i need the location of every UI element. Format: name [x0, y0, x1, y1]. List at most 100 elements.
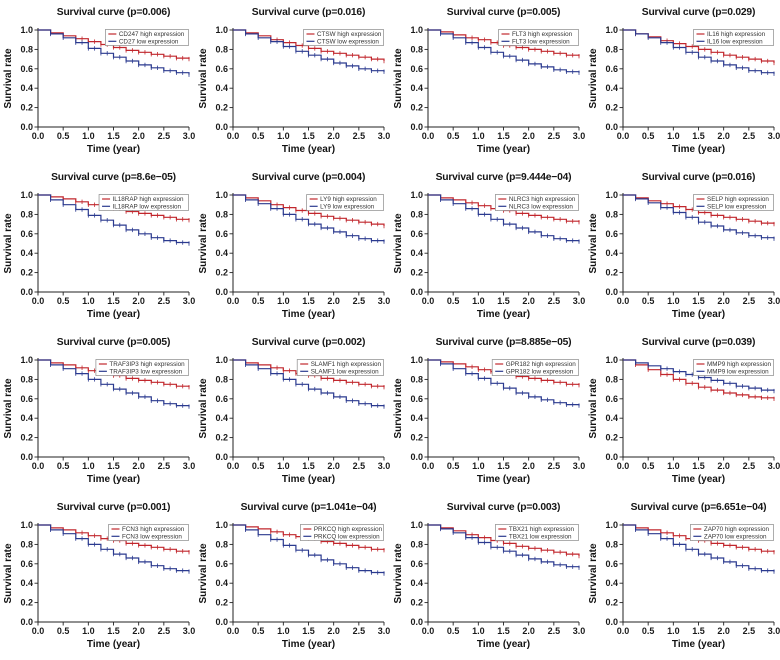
survival-panel: Survival curve (p=0.029) 0.0 0.5 1.0 1.5 2.0 2…	[588, 7, 780, 155]
y-tick-label: 0.2	[605, 433, 618, 443]
survival-panel: Survival curve (p=8.885e−05) 0.0 0.5 1.0 1.5…	[393, 337, 585, 485]
y-tick-label: 1.0	[605, 355, 618, 365]
x-tick-label: 1.5	[692, 131, 705, 141]
y-tick-label: 0.0	[215, 617, 228, 627]
panel-title: Survival curve (p=0.001)	[57, 502, 170, 513]
y-tick-label: 0.0	[410, 122, 423, 132]
x-tick-label: 2.5	[548, 626, 561, 636]
x-tick-label: 1.0	[82, 626, 95, 636]
y-axis-title: Survival rate	[3, 48, 14, 108]
y-axis-title: Survival rate	[198, 48, 209, 108]
y-tick-label: 0.2	[410, 103, 423, 113]
y-tick-label: 0.0	[20, 122, 33, 132]
x-tick-label: 0.0	[617, 626, 630, 636]
y-tick-label: 0.8	[410, 209, 423, 219]
y-tick-label: 1.0	[410, 520, 423, 530]
x-tick-label: 0.0	[32, 131, 45, 141]
legend-label: IL18RAP low expression	[113, 204, 182, 211]
x-tick-label: 3.0	[378, 626, 390, 636]
x-tick-label: 1.0	[667, 131, 680, 141]
x-tick-label: 0.5	[642, 131, 655, 141]
x-tick-label: 1.5	[692, 461, 705, 471]
legend-label: FLT3 high expression	[512, 31, 573, 38]
y-tick-label: 0.0	[215, 452, 228, 462]
y-tick-label: 1.0	[605, 190, 618, 200]
y-tick-label: 0.6	[410, 394, 423, 404]
x-tick-label: 0.0	[32, 296, 45, 306]
panel-title: Survival curve (p=8.6e−05)	[51, 172, 176, 183]
x-tick-label: 1.0	[667, 296, 680, 306]
survival-panel: Survival curve (p=0.002) 0.0 0.5 1.0 1.5 2.0 2…	[198, 337, 390, 485]
x-tick-label: 2.5	[158, 461, 171, 471]
y-tick-label: 0.8	[410, 374, 423, 384]
y-tick-label: 1.0	[20, 355, 33, 365]
y-tick-label: 0.8	[215, 374, 228, 384]
y-tick-label: 0.4	[410, 578, 423, 588]
x-tick-label: 0.0	[32, 626, 45, 636]
x-tick-label: 1.5	[302, 296, 315, 306]
y-tick-label: 0.0	[605, 287, 618, 297]
legend-label: CTSW low expression	[317, 39, 379, 46]
x-tick-label: 0.0	[617, 461, 630, 471]
survival-panel: Survival curve (p=0.016) 0.0 0.5 1.0 1.5 2.0 2…	[588, 172, 780, 320]
legend-label: CD247 high expression	[119, 31, 185, 38]
x-tick-label: 1.5	[302, 626, 315, 636]
y-axis-title: Survival rate	[198, 378, 209, 438]
x-tick-label: 0.5	[642, 461, 655, 471]
y-tick-label: 0.8	[215, 539, 228, 549]
y-tick-label: 0.0	[20, 617, 33, 627]
legend-label: SELP low expression	[707, 204, 767, 211]
x-tick-label: 3.0	[183, 626, 195, 636]
x-tick-label: 2.5	[353, 461, 366, 471]
y-tick-label: 0.2	[605, 598, 618, 608]
legend-label: TBX21 high expression	[509, 526, 575, 533]
x-tick-label: 2.0	[327, 461, 340, 471]
y-tick-label: 0.8	[605, 539, 618, 549]
y-tick-label: 0.6	[605, 229, 618, 239]
survival-panel: Survival curve (p=0.005) 0.0 0.5 1.0 1.5 2.0 2…	[3, 337, 195, 485]
x-tick-label: 0.5	[252, 626, 265, 636]
x-tick-label: 2.0	[132, 296, 145, 306]
legend-box	[494, 194, 579, 211]
x-axis-title: Time (year)	[282, 639, 335, 650]
panel-title: Survival curve (p=0.006)	[57, 7, 170, 18]
x-tick-label: 2.0	[132, 461, 145, 471]
panel-title: Survival curve (p=6.651e−04)	[631, 502, 767, 513]
y-tick-label: 0.0	[20, 452, 33, 462]
x-tick-label: 1.5	[692, 296, 705, 306]
x-tick-label: 2.0	[327, 131, 340, 141]
y-tick-label: 0.4	[410, 248, 423, 258]
x-tick-label: 3.0	[768, 461, 780, 471]
x-tick-label: 0.0	[617, 131, 630, 141]
y-tick-label: 1.0	[605, 25, 618, 35]
y-axis-title: Survival rate	[588, 378, 599, 438]
x-tick-label: 0.5	[447, 461, 460, 471]
x-tick-label: 1.0	[277, 296, 290, 306]
x-tick-label: 2.0	[522, 461, 535, 471]
x-tick-label: 2.0	[717, 296, 730, 306]
x-tick-label: 0.0	[422, 296, 435, 306]
x-tick-label: 1.5	[302, 131, 315, 141]
y-tick-label: 1.0	[410, 25, 423, 35]
survival-panel: Survival curve (p=0.001) 0.0 0.5 1.0 1.5 2.0 2…	[3, 502, 195, 650]
legend-box	[494, 524, 579, 541]
legend-box	[491, 359, 579, 376]
y-axis-title: Survival rate	[198, 213, 209, 273]
x-axis-title: Time (year)	[672, 144, 725, 155]
legend-box	[693, 194, 774, 211]
legend-label: GPR182 low expression	[506, 369, 574, 376]
x-axis-title: Time (year)	[672, 474, 725, 485]
y-axis-title: Survival rate	[3, 378, 14, 438]
x-tick-label: 0.5	[447, 626, 460, 636]
x-tick-label: 2.0	[132, 131, 145, 141]
x-axis-title: Time (year)	[282, 309, 335, 320]
x-tick-label: 1.5	[497, 626, 510, 636]
x-axis-title: Time (year)	[672, 309, 725, 320]
y-tick-label: 0.2	[215, 103, 228, 113]
legend-label: LY9 high expression	[320, 196, 377, 203]
y-tick-label: 0.6	[410, 229, 423, 239]
x-tick-label: 2.5	[743, 131, 756, 141]
legend-label: MMP9 low expression	[707, 369, 769, 376]
panel-title: Survival curve (p=0.005)	[57, 337, 170, 348]
